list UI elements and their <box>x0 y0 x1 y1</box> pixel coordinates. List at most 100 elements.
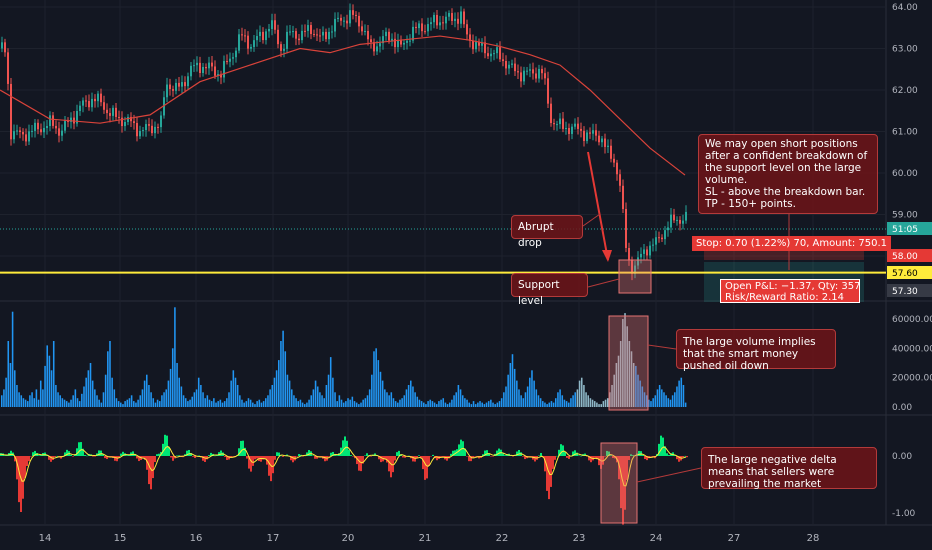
candle-body <box>25 134 27 142</box>
volume-bar <box>468 402 470 407</box>
delta-bar <box>144 456 146 460</box>
candle-body <box>385 31 387 37</box>
delta-bar <box>172 456 174 461</box>
volume-bar <box>221 402 224 407</box>
candle-body <box>52 115 54 126</box>
candle-body <box>625 209 627 248</box>
delta-bar <box>34 450 36 456</box>
volume-annotation[interactable]: The large volume implies that the smart … <box>676 329 836 372</box>
volume-highlight <box>608 315 649 411</box>
delta-bar <box>166 435 168 456</box>
delta-bar <box>80 442 82 456</box>
volume-bar <box>115 398 118 407</box>
price-level-tag <box>887 249 932 262</box>
x-tick-label: 28 <box>807 533 820 544</box>
volume-bar <box>580 377 583 407</box>
delta-bar <box>306 452 308 456</box>
candle-body <box>370 39 372 43</box>
candle-body <box>196 62 198 66</box>
volume-bar <box>377 360 380 407</box>
delta-bar <box>46 455 48 456</box>
candle-body <box>85 100 87 102</box>
volume-bar <box>639 380 641 407</box>
volume-bar <box>503 392 505 407</box>
annotation-connector <box>587 278 620 288</box>
volume-bar <box>342 402 345 407</box>
delta-bar <box>450 453 452 456</box>
volume-bar <box>208 399 211 407</box>
open-pnl-label[interactable]: Open P&L: −1.37, Qty: 357 Risk/Reward Ra… <box>720 279 860 303</box>
volume-bar <box>72 395 74 407</box>
volume-bar <box>422 402 425 407</box>
candle-body <box>298 38 300 41</box>
volume-bar <box>117 401 120 407</box>
candle-body <box>286 31 288 49</box>
candle-body <box>307 25 309 31</box>
candle-body <box>532 69 534 74</box>
candle-body <box>520 72 522 82</box>
candle-body <box>529 69 531 71</box>
volume-bar <box>26 401 29 407</box>
volume-bar <box>353 401 356 407</box>
candle-body <box>124 122 126 127</box>
delta-bar <box>246 456 248 459</box>
volume-bar <box>143 380 146 407</box>
delta-bar <box>428 456 430 467</box>
volume-bar <box>461 395 464 407</box>
volume-bar <box>9 363 12 407</box>
volume-bar <box>583 385 585 407</box>
volume-bar <box>120 402 122 407</box>
volume-bar <box>29 395 31 407</box>
delta-bar <box>408 455 410 457</box>
candle-body <box>445 16 447 24</box>
delta-bar <box>512 456 514 457</box>
delta-bar <box>194 456 196 458</box>
candle-body <box>418 23 420 29</box>
volume-bar <box>141 389 144 407</box>
pnl-text: Open P&L: −1.37, Qty: 357 <box>725 281 860 292</box>
volume-bar <box>622 319 624 407</box>
delta-bar <box>606 450 608 456</box>
delta-bar <box>210 452 212 456</box>
delta-bar <box>394 456 396 461</box>
short-position-annotation[interactable]: We may open short positions after a conf… <box>698 134 878 214</box>
volume-bar <box>661 389 663 407</box>
support-level-annotation[interactable]: Support level <box>511 273 588 307</box>
delta-bar <box>374 453 376 456</box>
volume-bar <box>574 392 577 407</box>
volume-bar <box>81 393 83 407</box>
volume-bar <box>217 401 219 407</box>
delta-annotation[interactable]: The large negative delta means that sell… <box>701 447 877 490</box>
delta-bar <box>38 455 40 456</box>
candle-body <box>169 84 171 90</box>
candle-body <box>295 31 297 39</box>
volume-tick-label: 60000.00 <box>892 315 932 325</box>
price-level-text: 57.30 <box>892 287 918 297</box>
volume-bar <box>232 370 235 407</box>
volume-bar <box>109 341 111 407</box>
stop-label[interactable]: Stop: 0.70 (1.22%) 70, Amount: 750.1 <box>692 236 892 251</box>
candle-body <box>424 31 426 33</box>
volume-bar <box>440 399 442 407</box>
abrupt-drop-annotation[interactable]: Abrupt drop <box>511 215 583 249</box>
delta-bar <box>414 456 416 462</box>
volume-bar <box>234 377 237 407</box>
delta-bar <box>392 456 394 473</box>
volume-bar <box>652 398 654 407</box>
delta-bar <box>272 456 274 474</box>
delta-bar <box>226 456 228 460</box>
candle-body <box>280 44 282 51</box>
candle-body <box>613 158 615 163</box>
delta-bar <box>420 456 422 459</box>
candle-body <box>394 38 396 48</box>
price-level-tag <box>887 284 932 297</box>
candle-body <box>607 145 609 147</box>
candle-body <box>181 82 183 87</box>
candle-body <box>46 126 48 129</box>
volume-bar <box>557 392 559 407</box>
volume-bar <box>345 401 347 407</box>
delta-bar <box>16 456 18 480</box>
volume-bar <box>139 395 142 407</box>
volume-bar <box>182 395 185 407</box>
